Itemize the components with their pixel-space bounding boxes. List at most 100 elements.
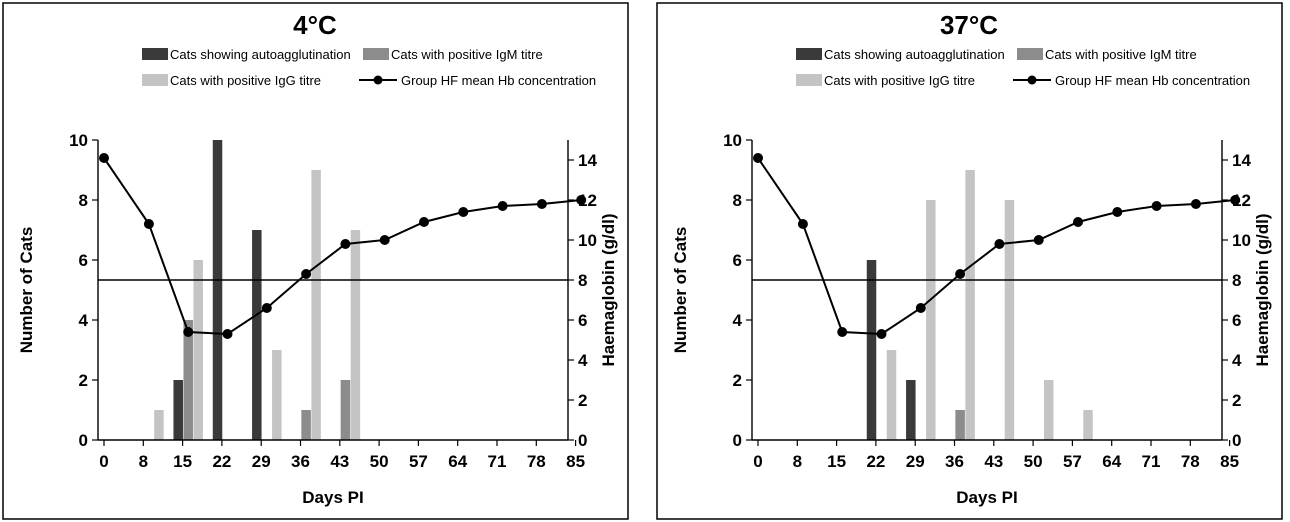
hb-point bbox=[955, 269, 966, 279]
hb-point bbox=[497, 201, 508, 211]
bar bbox=[886, 350, 897, 440]
bar bbox=[1043, 380, 1054, 440]
chart-title: 4°C bbox=[293, 10, 337, 40]
y2-tick-label: 14 bbox=[1232, 151, 1251, 170]
x-tick-label: 0 bbox=[99, 452, 108, 471]
hb-point bbox=[340, 239, 351, 249]
x-axis-label: Days PI bbox=[302, 488, 363, 507]
hb-point bbox=[576, 195, 587, 205]
y2-tick-label: 4 bbox=[578, 351, 588, 370]
hb-point bbox=[379, 235, 390, 245]
legend-swatch bbox=[796, 74, 822, 86]
bar bbox=[350, 230, 361, 440]
hb-point bbox=[876, 329, 887, 339]
x-tick-label: 78 bbox=[1181, 452, 1200, 471]
legend-item: Cats showing autoagglutination bbox=[796, 47, 1005, 62]
x-tick-label: 15 bbox=[173, 452, 192, 471]
hb-point bbox=[222, 329, 233, 339]
bar bbox=[866, 260, 877, 440]
bar bbox=[926, 200, 936, 440]
bar bbox=[1083, 410, 1093, 440]
hb-point bbox=[837, 327, 848, 337]
hb-point bbox=[458, 207, 469, 217]
hb-point bbox=[301, 269, 312, 279]
bar bbox=[183, 320, 193, 440]
legend-swatch bbox=[1017, 48, 1043, 60]
legend-swatch bbox=[142, 48, 168, 60]
y-tick-label: 8 bbox=[79, 191, 88, 210]
y-tick-label: 2 bbox=[79, 371, 88, 390]
x-tick-label: 43 bbox=[330, 452, 349, 471]
legend-item: Group HF mean Hb concentration bbox=[1013, 73, 1250, 88]
legend-item: Cats with positive IgG titre bbox=[796, 73, 975, 88]
x-tick-label: 57 bbox=[1063, 452, 1082, 471]
y-tick-label: 4 bbox=[733, 311, 743, 330]
legend-marker-swatch bbox=[373, 75, 383, 85]
bar bbox=[1004, 200, 1015, 440]
x-tick-label: 50 bbox=[370, 452, 389, 471]
legend-label: Cats with positive IgM titre bbox=[391, 47, 543, 62]
y2-tick-label: 8 bbox=[1232, 271, 1241, 290]
x-tick-label: 36 bbox=[945, 452, 964, 471]
legend-swatch bbox=[796, 48, 822, 60]
bar bbox=[340, 380, 351, 440]
y2-tick-label: 6 bbox=[1232, 311, 1241, 330]
hb-point bbox=[1230, 195, 1241, 205]
y-axis-label: Number of Cats bbox=[671, 227, 690, 354]
legend-swatch bbox=[142, 74, 168, 86]
bar bbox=[311, 170, 321, 440]
y-tick-label: 10 bbox=[69, 131, 88, 150]
legend-marker-swatch bbox=[1027, 75, 1037, 85]
x-tick-label: 50 bbox=[1024, 452, 1043, 471]
chart-panel-37c: 37°C Cats showing autoagglutination Cats w… bbox=[656, 2, 1283, 520]
x-tick-label: 71 bbox=[1142, 452, 1161, 471]
chart-37c: 37°C Cats showing autoagglutination Cats w… bbox=[656, 2, 1283, 520]
hb-point bbox=[797, 219, 808, 229]
y-tick-label: 6 bbox=[733, 251, 742, 270]
y-tick-label: 8 bbox=[733, 191, 742, 210]
y2-tick-label: 10 bbox=[1232, 231, 1251, 250]
bar bbox=[154, 410, 164, 440]
y2-tick-label: 12 bbox=[1232, 191, 1251, 210]
legend-label: Cats showing autoagglutination bbox=[824, 47, 1005, 62]
bar bbox=[906, 380, 916, 440]
hb-point bbox=[143, 219, 154, 229]
x-tick-label: 29 bbox=[906, 452, 925, 471]
y2-tick-label: 2 bbox=[1232, 391, 1241, 410]
y-tick-label: 4 bbox=[79, 311, 89, 330]
x-tick-label: 36 bbox=[291, 452, 310, 471]
y2-tick-label: 8 bbox=[578, 271, 587, 290]
x-tick-label: 78 bbox=[527, 452, 546, 471]
x-tick-label: 29 bbox=[252, 452, 271, 471]
panel-frame bbox=[656, 2, 1283, 520]
panel-frame bbox=[2, 2, 629, 520]
x-tick-label: 85 bbox=[566, 452, 585, 471]
legend-swatch bbox=[363, 48, 389, 60]
y-tick-label: 6 bbox=[79, 251, 88, 270]
bar bbox=[173, 380, 183, 440]
x-tick-label: 22 bbox=[212, 452, 231, 471]
legend-label: Cats with positive IgG titre bbox=[824, 73, 975, 88]
y-tick-label: 10 bbox=[723, 131, 742, 150]
x-tick-label: 64 bbox=[1102, 452, 1121, 471]
y-tick-label: 0 bbox=[79, 431, 88, 450]
legend-item: Cats showing autoagglutination bbox=[142, 47, 351, 62]
x-tick-label: 64 bbox=[448, 452, 467, 471]
bar bbox=[965, 170, 975, 440]
x-tick-label: 8 bbox=[139, 452, 148, 471]
x-tick-label: 43 bbox=[984, 452, 1003, 471]
hb-point bbox=[183, 327, 194, 337]
y2-tick-label: 6 bbox=[578, 311, 587, 330]
bar bbox=[272, 350, 282, 440]
hb-point bbox=[1190, 199, 1201, 209]
hb-point bbox=[994, 239, 1005, 249]
y2-tick-label: 12 bbox=[578, 191, 597, 210]
legend-item: Cats with positive IgG titre bbox=[142, 73, 321, 88]
legend-label: Cats showing autoagglutination bbox=[170, 47, 351, 62]
hb-point bbox=[1073, 217, 1084, 227]
y2-tick-label: 0 bbox=[578, 431, 587, 450]
y2-tick-label: 14 bbox=[578, 151, 597, 170]
y2-tick-label: 2 bbox=[578, 391, 587, 410]
bar bbox=[193, 260, 203, 440]
y2-tick-label: 0 bbox=[1232, 431, 1241, 450]
